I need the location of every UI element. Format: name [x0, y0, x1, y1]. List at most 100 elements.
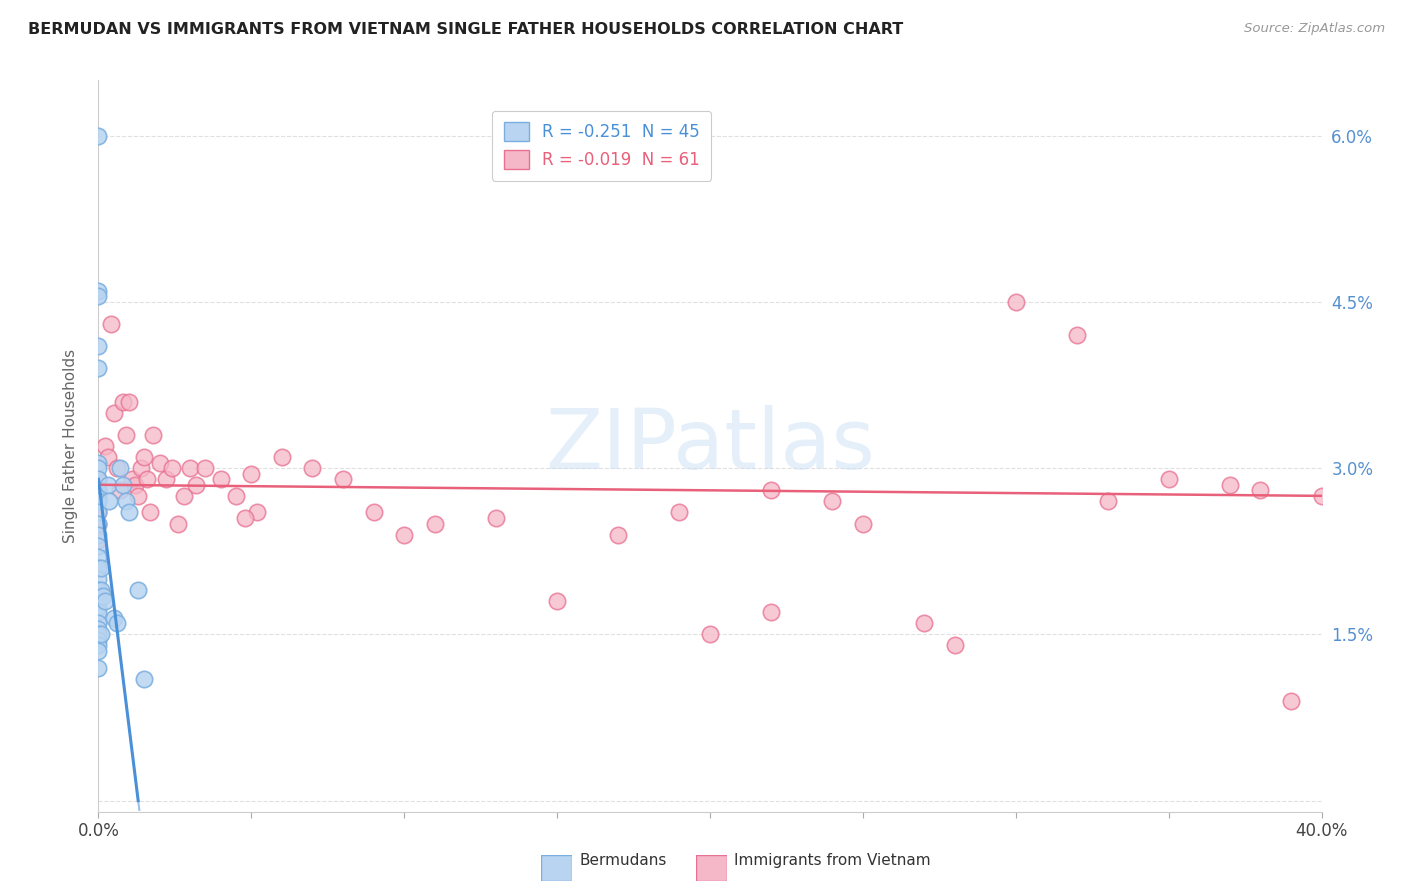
Legend: R = -0.251  N = 45, R = -0.019  N = 61: R = -0.251 N = 45, R = -0.019 N = 61: [492, 111, 711, 181]
Point: [179, 461, 201, 475]
Point: [87, 549, 110, 564]
Point: [118, 506, 141, 520]
Point: [134, 672, 156, 686]
Point: [160, 461, 183, 475]
Point: [240, 467, 263, 481]
Point: [87, 644, 110, 658]
Point: [111, 394, 134, 409]
Point: [100, 317, 122, 331]
Point: [87, 494, 110, 508]
Point: [87, 572, 110, 586]
Point: [124, 477, 146, 491]
Point: [943, 639, 966, 653]
Point: [87, 660, 110, 674]
Point: [87, 639, 110, 653]
Point: [87, 284, 110, 298]
Point: [87, 589, 110, 603]
Point: [90, 583, 112, 598]
Point: [87, 594, 110, 608]
Text: Immigrants from Vietnam: Immigrants from Vietnam: [734, 854, 931, 868]
Point: [91, 589, 114, 603]
Point: [139, 506, 162, 520]
Point: [105, 616, 128, 631]
Point: [129, 461, 152, 475]
Point: [87, 361, 110, 376]
Text: BERMUDAN VS IMMIGRANTS FROM VIETNAM SINGLE FATHER HOUSEHOLDS CORRELATION CHART: BERMUDAN VS IMMIGRANTS FROM VIETNAM SING…: [28, 22, 904, 37]
Point: [149, 456, 172, 470]
Point: [98, 494, 121, 508]
Point: [115, 494, 138, 508]
Point: [546, 594, 568, 608]
Point: [423, 516, 446, 531]
Point: [912, 616, 935, 631]
Point: [87, 494, 110, 508]
Point: [233, 511, 256, 525]
Point: [103, 611, 125, 625]
Point: [87, 616, 110, 631]
Point: [87, 516, 110, 531]
Point: [1157, 472, 1180, 486]
Point: [87, 339, 110, 353]
Point: [87, 561, 110, 575]
Point: [134, 450, 156, 464]
Point: [87, 533, 110, 548]
Point: [121, 472, 143, 486]
Point: [136, 472, 159, 486]
Point: [105, 461, 128, 475]
Point: [87, 599, 110, 614]
Point: [97, 450, 120, 464]
Point: [194, 461, 217, 475]
Point: [607, 527, 630, 541]
Point: [668, 506, 690, 520]
Point: [852, 516, 875, 531]
Point: [485, 511, 508, 525]
Point: [87, 483, 110, 498]
Point: [392, 527, 416, 541]
Point: [93, 594, 115, 608]
Point: [209, 472, 232, 486]
Point: [87, 456, 110, 470]
Text: Bermudans: Bermudans: [579, 854, 666, 868]
Point: [87, 632, 110, 647]
Point: [118, 394, 141, 409]
Point: [90, 627, 112, 641]
Point: [108, 483, 131, 498]
Point: [270, 450, 294, 464]
Point: [167, 516, 190, 531]
Point: [87, 483, 110, 498]
Point: [1219, 477, 1241, 491]
Point: [1097, 494, 1119, 508]
Point: [97, 477, 120, 491]
Point: [1279, 694, 1302, 708]
Point: [87, 461, 110, 475]
Point: [115, 428, 138, 442]
Point: [87, 472, 110, 486]
Point: [87, 539, 110, 553]
Point: [155, 472, 177, 486]
Point: [1066, 328, 1088, 343]
Point: [821, 494, 844, 508]
Point: [127, 489, 149, 503]
Point: [363, 506, 385, 520]
Point: [87, 527, 110, 541]
Point: [761, 483, 783, 498]
Point: [173, 489, 195, 503]
Point: [127, 583, 149, 598]
Point: [111, 477, 134, 491]
Point: [87, 506, 110, 520]
Point: [1310, 489, 1333, 503]
Point: [225, 489, 247, 503]
Point: [87, 489, 110, 503]
Point: [87, 506, 110, 520]
Point: [87, 627, 110, 641]
Point: [186, 477, 208, 491]
Point: [87, 583, 110, 598]
Point: [301, 461, 323, 475]
Point: [246, 506, 269, 520]
Point: [87, 516, 110, 531]
Point: [87, 605, 110, 619]
Point: [1250, 483, 1272, 498]
Y-axis label: Single Father Households: Single Father Households: [63, 349, 77, 543]
Point: [1004, 294, 1026, 309]
Point: [87, 289, 110, 303]
